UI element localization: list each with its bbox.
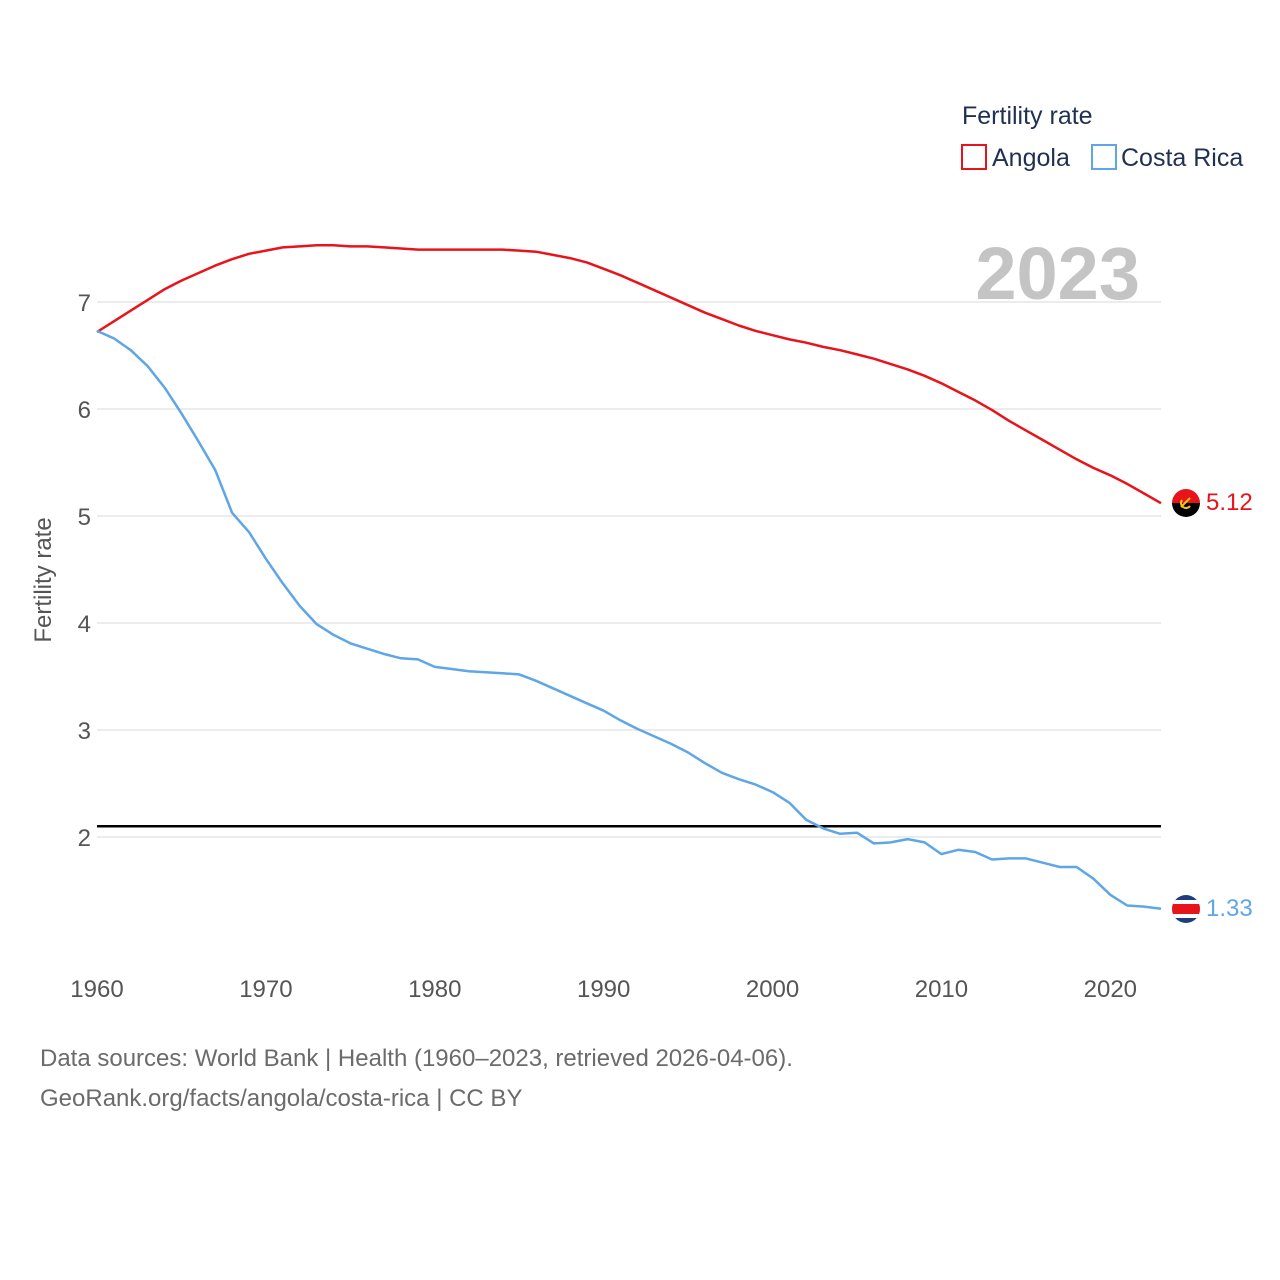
legend-label-costa-rica: Costa Rica bbox=[1121, 144, 1243, 172]
x-tick-label: 1990 bbox=[577, 976, 630, 1003]
legend-item-costa-rica[interactable]: Costa Rica bbox=[1091, 144, 1243, 172]
end-value-costa-rica: 1.33 bbox=[1206, 895, 1253, 922]
x-tick-label: 1960 bbox=[70, 976, 123, 1003]
legend-item-angola[interactable]: Angola bbox=[961, 144, 1070, 172]
series-line-angola[interactable] bbox=[96, 244, 1162, 505]
y-axis-ticks: 2 3 4 5 6 7 bbox=[78, 290, 91, 852]
flag-angola-icon bbox=[1172, 489, 1200, 517]
x-tick-label: 2020 bbox=[1084, 976, 1137, 1003]
y-tick-label: 6 bbox=[78, 397, 91, 424]
current-year-label: 2023 bbox=[975, 232, 1140, 315]
y-tick-label: 7 bbox=[78, 290, 91, 317]
legend-title: Fertility rate bbox=[962, 102, 1093, 130]
x-axis-ticks: 1960 1970 1980 1990 2000 2010 2020 bbox=[70, 976, 1137, 1003]
flag-costa-rica-icon bbox=[1172, 895, 1200, 923]
gridlines bbox=[97, 301, 1161, 838]
legend: Fertility rate Angola Costa Rica bbox=[961, 102, 1243, 172]
series-line-costa-rica[interactable] bbox=[96, 329, 1162, 910]
x-tick-label: 1970 bbox=[239, 976, 292, 1003]
x-tick-label: 1980 bbox=[408, 976, 461, 1003]
y-tick-label: 3 bbox=[78, 718, 91, 745]
y-axis-title: Fertility rate bbox=[30, 517, 57, 642]
footer-sources: Data sources: World Bank | Health (1960–… bbox=[40, 1045, 793, 1072]
series-lines bbox=[96, 244, 1162, 910]
legend-swatch-costa-rica bbox=[1091, 144, 1117, 170]
legend-label-angola: Angola bbox=[992, 144, 1070, 172]
y-tick-label: 2 bbox=[78, 825, 91, 852]
y-tick-label: 5 bbox=[78, 504, 91, 531]
legend-swatch-angola bbox=[961, 144, 987, 170]
end-value-angola: 5.12 bbox=[1206, 489, 1253, 516]
end-markers: 5.12 1.33 bbox=[1172, 489, 1253, 923]
x-tick-label: 2000 bbox=[746, 976, 799, 1003]
footer-link[interactable]: GeoRank.org/facts/angola/costa-rica | CC… bbox=[40, 1085, 523, 1112]
x-tick-label: 2010 bbox=[915, 976, 968, 1003]
y-tick-label: 4 bbox=[78, 611, 91, 638]
